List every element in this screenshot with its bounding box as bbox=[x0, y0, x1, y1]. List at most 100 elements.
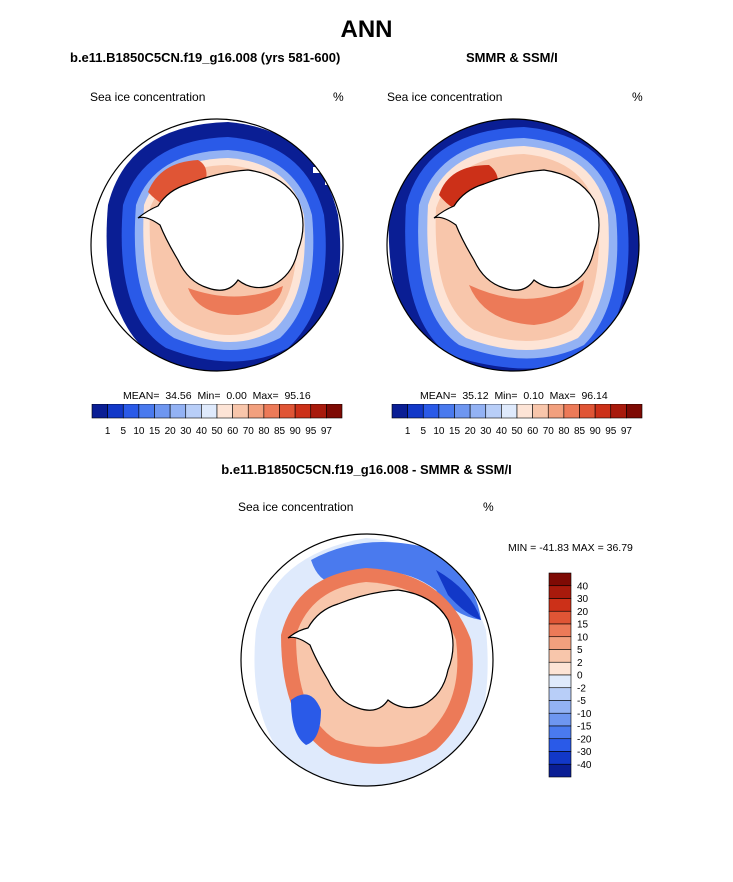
antarctica-outline bbox=[137, 169, 304, 291]
colorbar-panel2-swatch bbox=[501, 404, 518, 419]
panel1-min: 0.00 bbox=[226, 390, 247, 402]
ross-high bbox=[188, 286, 283, 315]
colorbar-panel2-swatch bbox=[610, 404, 627, 419]
colorbar-panel1-tick-label: 5 bbox=[120, 426, 126, 437]
panel2-max-label: Max= bbox=[549, 390, 576, 402]
colorbar-panel2: 1 5 10 15 20 30 40 50 60 70 80 85 90 95 97 bbox=[391, 404, 643, 437]
diff-blue-dark bbox=[436, 570, 481, 620]
panel2-stats: MEAN= 35.12 Min= 0.10 Max= 96.14 bbox=[420, 390, 608, 402]
colorbar-difference-swatch bbox=[548, 712, 572, 727]
colorbar-difference-swatch bbox=[548, 610, 572, 625]
colorbar-difference-tick-label: 5 bbox=[577, 645, 583, 656]
colorbar-panel1-swatch bbox=[169, 404, 187, 419]
colorbar-panel2-tick-label: 20 bbox=[465, 426, 477, 437]
colorbar-panel2-tick-label: 60 bbox=[527, 426, 539, 437]
colorbar-panel1-tick-label: 20 bbox=[165, 426, 177, 437]
colorbar-difference-swatch bbox=[548, 585, 572, 599]
colorbar-panel1-swatch bbox=[185, 404, 202, 419]
model-sea-ice-map bbox=[90, 118, 344, 372]
panel2-variable-label: Sea ice concentration bbox=[387, 90, 503, 104]
colorbar-panel1-swatch bbox=[201, 404, 218, 419]
colorbar-panel2-swatch bbox=[579, 404, 596, 419]
colorbar-panel1-swatch bbox=[91, 404, 108, 419]
colorbar-difference-tick-label: -20 bbox=[577, 734, 592, 745]
panel1-title: b.e11.B1850C5CN.f19_g16.008 (yrs 581-600… bbox=[70, 50, 341, 65]
colorbar-panel1-tick-label: 30 bbox=[180, 426, 192, 437]
panel2-max: 96.14 bbox=[581, 390, 608, 402]
colorbar-difference-tick-label: -30 bbox=[577, 747, 592, 758]
colorbar-difference-swatch bbox=[548, 674, 572, 689]
ross-high bbox=[469, 280, 584, 325]
colorbar-difference-swatch bbox=[548, 700, 572, 714]
colorbar-panel1-swatch bbox=[263, 404, 280, 419]
colorbar-panel2-tick-label: 5 bbox=[420, 426, 426, 437]
colorbar-panel2-tick-label: 50 bbox=[511, 426, 523, 437]
colorbar-panel2-swatch bbox=[438, 404, 455, 419]
colorbar-panel1-tick-label: 95 bbox=[305, 426, 317, 437]
colorbar-panel1-swatch bbox=[138, 404, 155, 419]
colorbar-panel1-tick-label: 1 bbox=[105, 426, 111, 437]
colorbar-panel1-tick-label: 90 bbox=[290, 426, 302, 437]
colorbar-panel2-tick-label: 97 bbox=[621, 426, 633, 437]
colorbar-difference-swatch bbox=[548, 636, 572, 650]
colorbar-panel2-tick-label: 70 bbox=[543, 426, 555, 437]
page-title: ANN bbox=[340, 16, 393, 43]
colorbar-panel2-tick-label: 80 bbox=[558, 426, 570, 437]
colorbar-panel1-tick-label: 60 bbox=[227, 426, 239, 437]
antarctica-outline bbox=[287, 589, 454, 711]
panel1-stats: MEAN= 34.56 Min= 0.00 Max= 95.16 bbox=[123, 390, 311, 402]
colorbar-panel1: 1 5 10 15 20 30 40 50 60 70 80 85 90 95 97 bbox=[91, 404, 343, 437]
colorbar-panel2-tick-label: 85 bbox=[574, 426, 586, 437]
colorbar-difference-swatch bbox=[548, 598, 572, 612]
colorbar-panel2-swatch bbox=[485, 404, 502, 419]
colorbar-panel1-swatch bbox=[294, 404, 312, 419]
colorbar-difference-tick-label: -5 bbox=[577, 696, 586, 707]
observed-sea-ice-map bbox=[386, 118, 640, 372]
colorbar-panel2-tick-label: 15 bbox=[449, 426, 461, 437]
colorbar-panel1-tick-label: 97 bbox=[321, 426, 333, 437]
colorbar-panel2-tick-label: 30 bbox=[480, 426, 492, 437]
colorbar-difference-tick-label: -2 bbox=[577, 683, 586, 694]
colorbar-panel2-tick-label: 1 bbox=[405, 426, 411, 437]
colorbar-panel1-tick-label: 40 bbox=[196, 426, 208, 437]
colorbar-panel2-swatch bbox=[563, 404, 580, 419]
colorbar-panel2-swatch bbox=[469, 404, 487, 419]
panel1-mean: 34.56 bbox=[165, 390, 192, 402]
panel1-max: 95.16 bbox=[284, 390, 311, 402]
panel1-min-label: Min= bbox=[197, 390, 221, 402]
colorbar-difference-swatch bbox=[548, 572, 572, 587]
diff-blue-north bbox=[311, 542, 481, 620]
panel1-units-label: % bbox=[333, 90, 344, 104]
diff-units-label: % bbox=[483, 500, 494, 514]
colorbar-panel1-tick-label: 15 bbox=[149, 426, 161, 437]
colorbar-panel1-tick-label: 70 bbox=[243, 426, 255, 437]
colorbar-difference-swatch bbox=[548, 623, 572, 638]
colorbar-panel1-swatch bbox=[122, 404, 140, 419]
colorbar-panel2-swatch bbox=[547, 404, 565, 419]
colorbar-panel2-swatch bbox=[626, 404, 643, 419]
colorbar-panel1-swatch bbox=[216, 404, 233, 419]
colorbar-difference-swatch bbox=[548, 687, 572, 701]
panel2-mean-label: MEAN= bbox=[420, 390, 457, 402]
colorbar-panel1-tick-label: 80 bbox=[258, 426, 270, 437]
colorbar-panel1-swatch bbox=[310, 404, 327, 419]
antarctica-outline bbox=[433, 169, 600, 291]
colorbar-panel1-tick-label: 85 bbox=[274, 426, 286, 437]
colorbar-panel1-tick-label: 10 bbox=[133, 426, 145, 437]
colorbar-difference-tick-label: 15 bbox=[577, 620, 589, 631]
colorbar-panel2-tick-label: 10 bbox=[433, 426, 445, 437]
colorbar-difference-swatch bbox=[548, 751, 572, 765]
colorbar-difference-tick-label: 10 bbox=[577, 632, 589, 643]
colorbar-panel1-tick-label: 50 bbox=[211, 426, 223, 437]
colorbar-panel2-swatch bbox=[516, 404, 533, 419]
panel1-variable-label: Sea ice concentration bbox=[90, 90, 206, 104]
colorbar-panel2-swatch bbox=[391, 404, 408, 419]
colorbar-panel2-tick-label: 95 bbox=[605, 426, 617, 437]
colorbar-panel1-swatch bbox=[326, 404, 343, 419]
colorbar-difference-tick-label: 0 bbox=[577, 671, 583, 682]
colorbar-difference-tick-label: -10 bbox=[577, 709, 592, 720]
panel2-units-label: % bbox=[632, 90, 643, 104]
colorbar-panel1-swatch bbox=[247, 404, 265, 419]
colorbar-difference-tick-label: 40 bbox=[577, 581, 589, 592]
